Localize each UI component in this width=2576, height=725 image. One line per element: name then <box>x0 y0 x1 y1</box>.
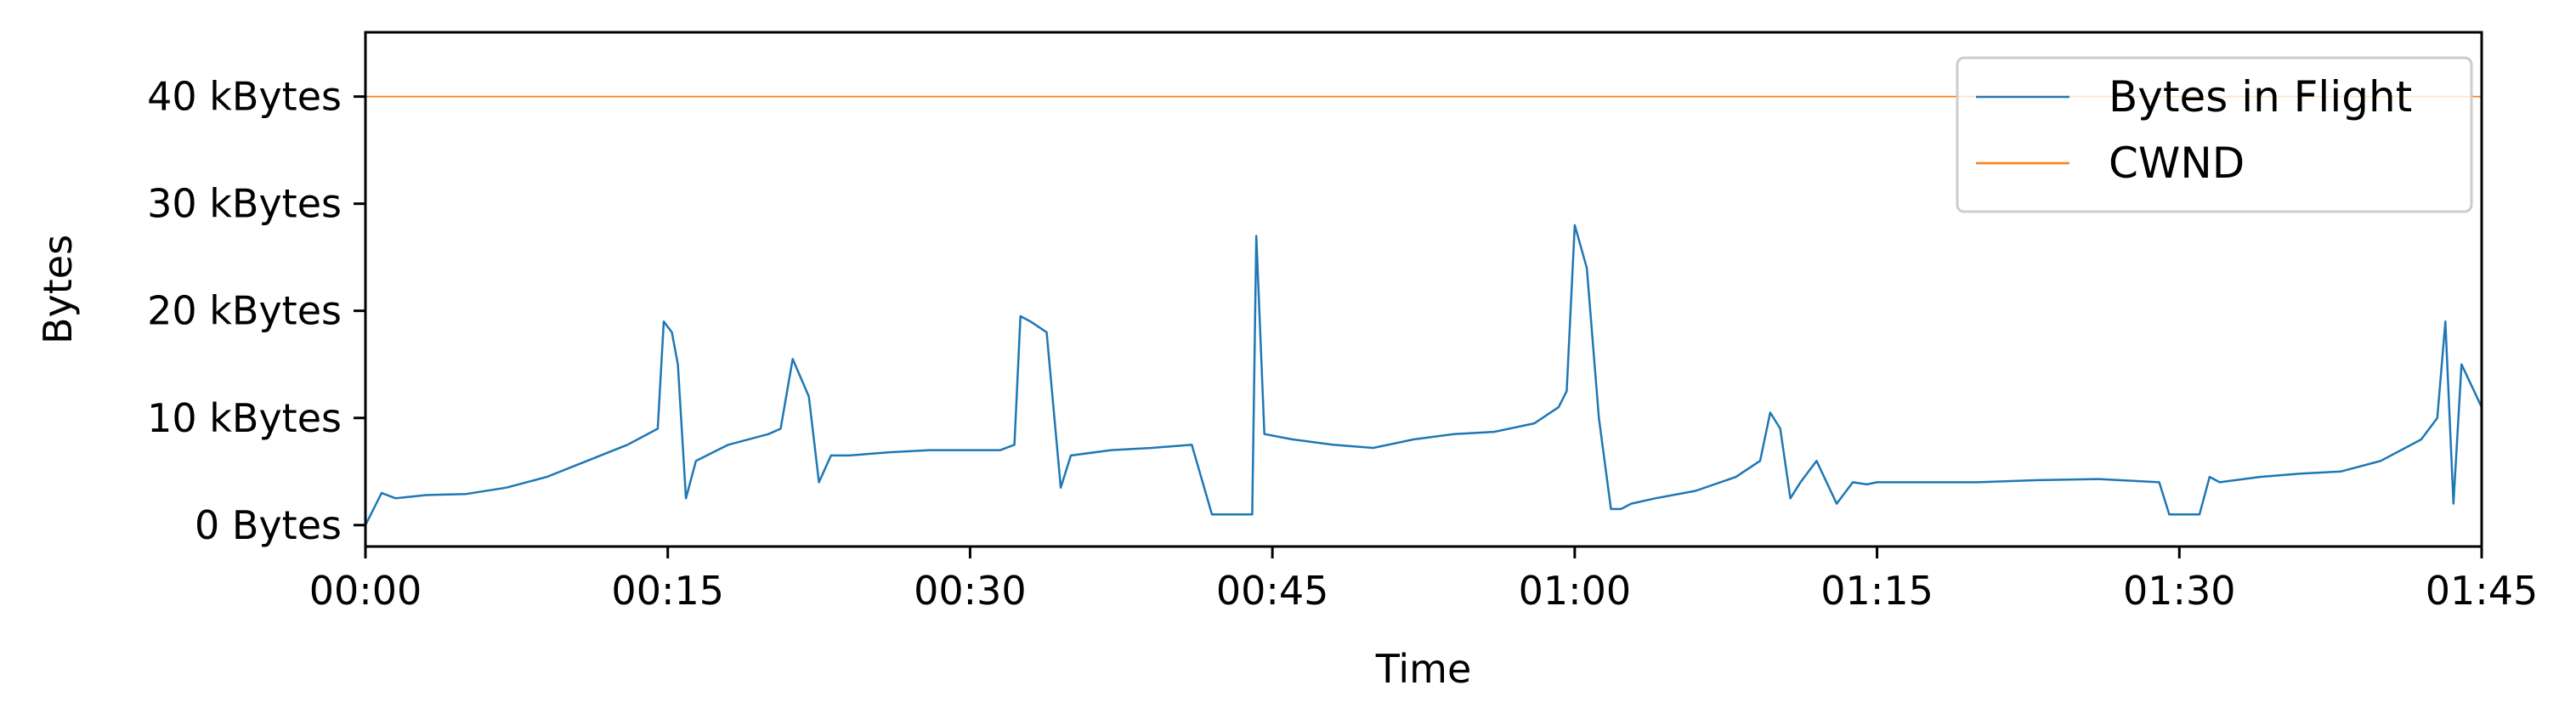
plot-frame <box>364 31 2483 548</box>
legend-box <box>1956 56 2473 213</box>
x-tick-label: 01:15 <box>1820 568 1933 614</box>
x-axis-ticks: 00:00 00:15 00:30 00:45 01:00 01:15 01:30 01:45 <box>309 547 2539 614</box>
x-tick-label: 01:30 <box>2123 568 2236 614</box>
y-tick-label: 40 kBytes <box>147 74 342 120</box>
x-tick-label: 00:30 <box>914 568 1027 614</box>
y-tick-label: 0 Bytes <box>195 502 342 548</box>
legend-label: Bytes in Flight <box>2109 72 2412 122</box>
y-tick-label: 20 kBytes <box>147 288 342 334</box>
y-axis-ticks: 0 Bytes 10 kBytes 20 kBytes 30 kBytes 40 kBy… <box>147 74 365 548</box>
x-axis-label: Time <box>1375 646 1472 692</box>
x-tick-label: 01:00 <box>1519 568 1632 614</box>
x-tick-label: 00:00 <box>309 568 422 614</box>
y-tick-label: 30 kBytes <box>147 181 342 227</box>
legend-label: CWND <box>2109 139 2245 188</box>
y-axis-label: Bytes <box>35 235 81 344</box>
y-tick-label: 10 kBytes <box>147 395 342 441</box>
x-tick-label: 00:45 <box>1216 568 1329 614</box>
x-tick-label: 01:45 <box>2426 568 2539 614</box>
x-tick-label: 00:15 <box>611 568 724 614</box>
series-line-bytes-in-flight <box>365 224 2482 526</box>
legend: Bytes in Flight CWND <box>1956 56 2473 213</box>
